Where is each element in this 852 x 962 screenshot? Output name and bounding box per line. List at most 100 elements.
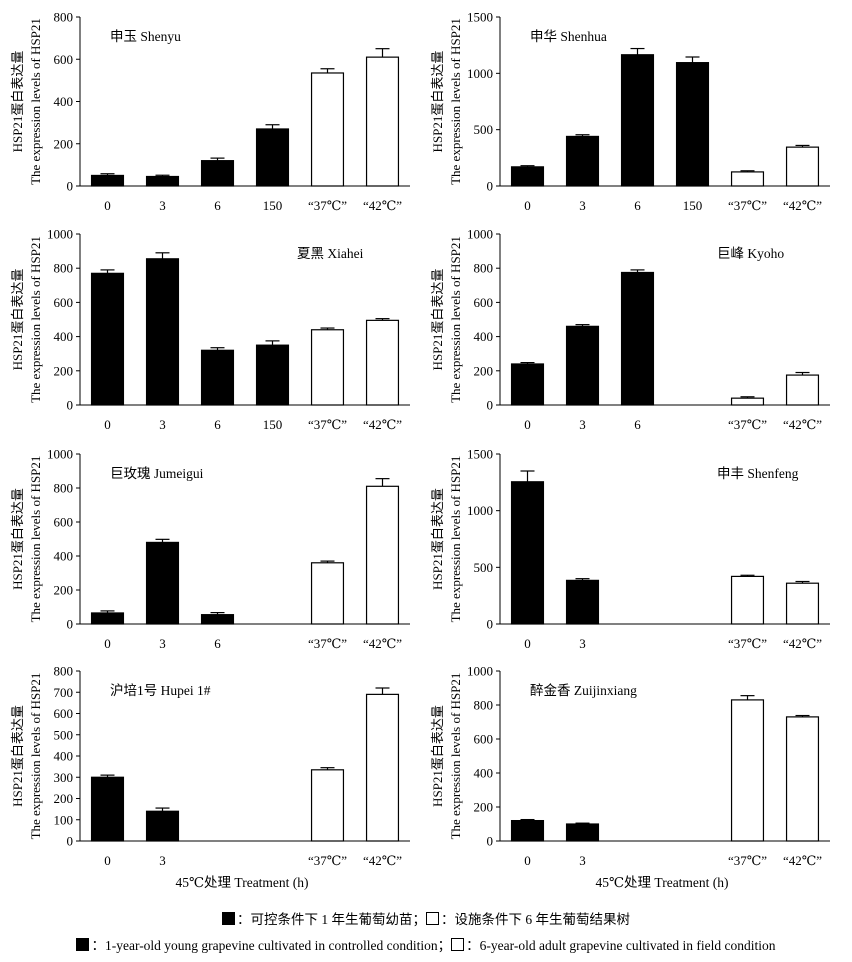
y-tick-label: 0 [487,179,494,194]
bar [565,325,600,406]
bar [730,575,765,625]
x-tick-label: “37℃” [308,198,347,213]
bar [565,579,600,625]
bar [510,363,545,406]
legend-open-label-en: ：6-year-old adult grapevine cultivated i… [466,938,776,953]
y-tick-label: 400 [474,329,494,344]
x-tick-label: 6 [214,417,221,432]
y-tick-label: 400 [54,549,74,564]
bar [730,171,765,187]
bar [620,271,655,406]
bar [90,174,125,187]
bar [365,56,400,187]
y-tick-label: 200 [54,791,74,806]
bar [145,810,180,842]
y-axis-label-en: The expression levels of HSP21 [448,236,463,403]
y-axis-label-zh: HSP21蛋白表达量 [10,705,25,807]
x-tick-label: 6 [634,417,641,432]
bar [785,582,820,625]
x-tick-label: 0 [524,198,531,213]
bar [510,819,545,842]
bar [365,693,400,842]
y-tick-label: 1500 [467,10,493,25]
x-axis-label: 45℃处理 Treatment (h) [175,875,308,890]
bar [310,769,345,842]
x-tick-label: “42℃” [783,853,822,868]
x-tick-label: 0 [524,853,531,868]
chart-panel-6: 0 500 1000 1500 HSP21蛋白表达量 The expression lev… [430,447,830,651]
x-tick-label: 0 [104,417,111,432]
legend-en: ：1-year-old young grapevine cultivated i… [0,934,852,954]
y-tick-label: 0 [67,179,74,194]
bar [785,374,820,406]
y-tick-label: 1000 [467,664,493,679]
legend-zh: ：可控条件下 1 年生葡萄幼苗； ：设施条件下 6 年生葡萄结果树 [0,908,852,928]
y-tick-label: 300 [54,770,74,785]
chart-panel-3: 0 200 400 600 800 1000 HSP21蛋白表达量 The expressio… [10,227,410,432]
x-tick-label: “37℃” [308,853,347,868]
panel-title: 醉金香 Zuijinxiang [530,683,637,698]
chart-panel-8: 0 200 400 600 800 1000 HSP21蛋白表达量 The expressio… [430,664,830,890]
panel-title: 夏黑 Xiahei [297,246,364,261]
bar [145,541,180,625]
y-axis-label-en: The expression levels of HSP21 [28,236,43,403]
x-tick-label: 3 [159,636,166,651]
legend-open-label-zh: ：设施条件下 6 年生葡萄结果树 [441,912,630,927]
x-tick-label: “42℃” [783,198,822,213]
panel-title: 申华 Shenhua [530,29,607,44]
x-tick-label: 150 [683,198,703,213]
y-tick-label: 800 [54,261,74,276]
bar [310,72,345,187]
x-tick-label: “42℃” [783,417,822,432]
y-tick-label: 400 [54,94,74,109]
y-tick-label: 400 [54,329,74,344]
panel-title: 巨峰 Kyoho [717,246,784,261]
bar [510,166,545,187]
y-axis-label-zh: HSP21蛋白表达量 [430,488,445,590]
x-tick-label: 0 [524,636,531,651]
y-tick-label: 0 [67,398,74,413]
legend-open-swatch [426,912,439,925]
bar [510,481,545,625]
chart-panel-4: 0 200 400 600 800 1000 HSP21蛋白表达量 The expressio… [430,227,830,432]
y-tick-label: 0 [487,617,494,632]
x-tick-label: “37℃” [728,636,767,651]
bar [730,397,765,406]
y-tick-label: 800 [54,664,74,679]
bar [90,272,125,406]
bar [785,716,820,842]
y-tick-label: 100 [54,812,74,827]
bar [255,128,290,187]
x-tick-label: “37℃” [728,853,767,868]
y-tick-label: 1500 [467,447,493,462]
y-axis-label-zh: HSP21蛋白表达量 [430,705,445,807]
bar [310,562,345,625]
legend-filled-swatch [76,938,90,951]
x-tick-label: “42℃” [363,198,402,213]
x-tick-label: “42℃” [783,636,822,651]
y-tick-label: 500 [474,122,494,137]
bar [675,62,710,187]
y-tick-label: 600 [474,732,494,747]
y-tick-label: 600 [54,706,74,721]
y-axis-label-zh: HSP21蛋白表达量 [10,51,25,153]
legend-filled-label-en: ：1-year-old young grapevine cultivated i… [91,938,452,953]
y-tick-label: 400 [474,766,494,781]
bar [145,258,180,406]
y-tick-label: 800 [54,481,74,496]
x-tick-label: “42℃” [363,417,402,432]
bar [200,349,235,406]
x-tick-label: 3 [579,198,586,213]
x-tick-label: 3 [159,853,166,868]
x-tick-label: 150 [263,198,283,213]
legend-filled-swatch [222,912,235,925]
x-tick-label: “37℃” [308,417,347,432]
y-tick-label: 800 [54,10,74,25]
y-tick-label: 600 [54,515,74,530]
y-axis-label-en: The expression levels of HSP21 [448,456,463,623]
x-tick-label: 3 [159,417,166,432]
x-tick-label: 0 [104,198,111,213]
bar [565,823,600,842]
y-axis-label-zh: HSP21蛋白表达量 [430,269,445,371]
